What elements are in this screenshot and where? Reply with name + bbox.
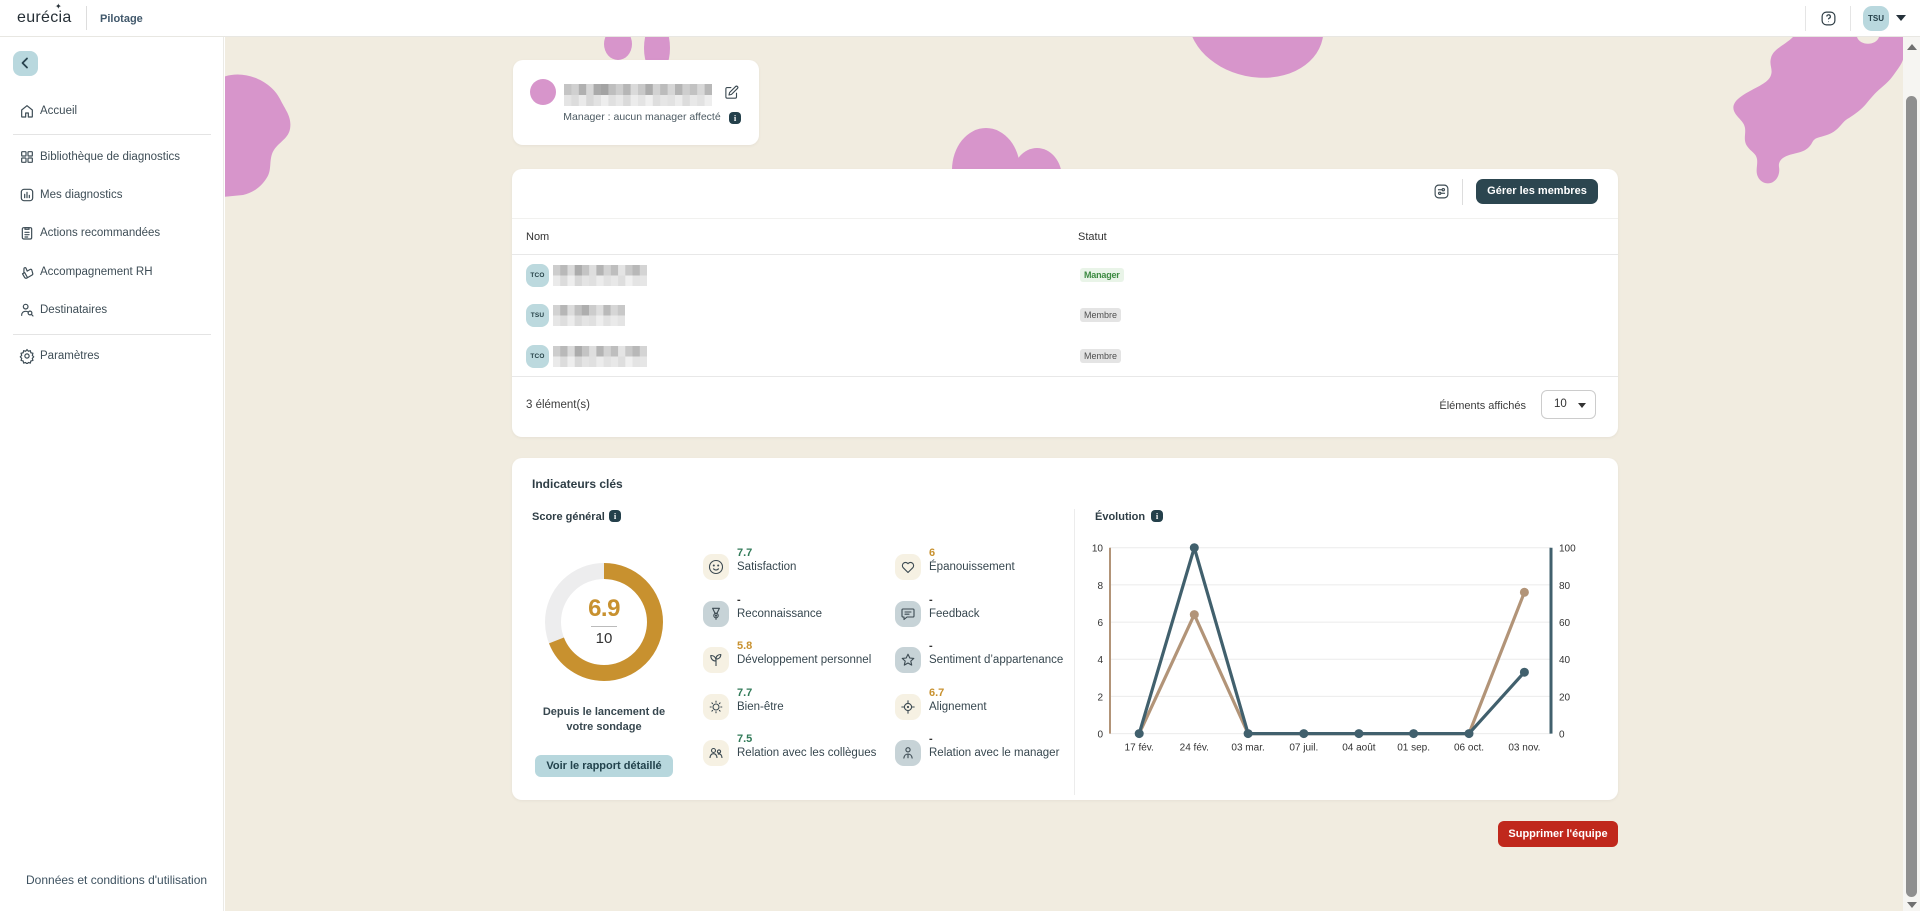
svg-text:10: 10 <box>1092 544 1104 555</box>
svg-text:80: 80 <box>1559 581 1571 592</box>
svg-text:04 août: 04 août <box>1342 743 1376 754</box>
svg-text:03 nov.: 03 nov. <box>1508 743 1540 754</box>
svg-text:2: 2 <box>1097 692 1103 703</box>
svg-text:01 sep.: 01 sep. <box>1397 743 1430 754</box>
svg-text:07 juil.: 07 juil. <box>1289 743 1318 754</box>
svg-text:0: 0 <box>1097 730 1103 741</box>
svg-text:8: 8 <box>1097 581 1103 592</box>
svg-text:03 mar.: 03 mar. <box>1231 743 1264 754</box>
svg-text:6: 6 <box>1097 618 1103 629</box>
svg-text:0: 0 <box>1559 730 1565 741</box>
svg-text:17 fév.: 17 fév. <box>1125 743 1154 754</box>
svg-text:06 oct.: 06 oct. <box>1454 743 1484 754</box>
svg-text:60: 60 <box>1559 618 1571 629</box>
svg-text:4: 4 <box>1097 655 1103 666</box>
svg-text:24 fév.: 24 fév. <box>1180 743 1209 754</box>
svg-text:20: 20 <box>1559 692 1571 703</box>
svg-text:100: 100 <box>1559 544 1576 555</box>
svg-text:40: 40 <box>1559 655 1571 666</box>
